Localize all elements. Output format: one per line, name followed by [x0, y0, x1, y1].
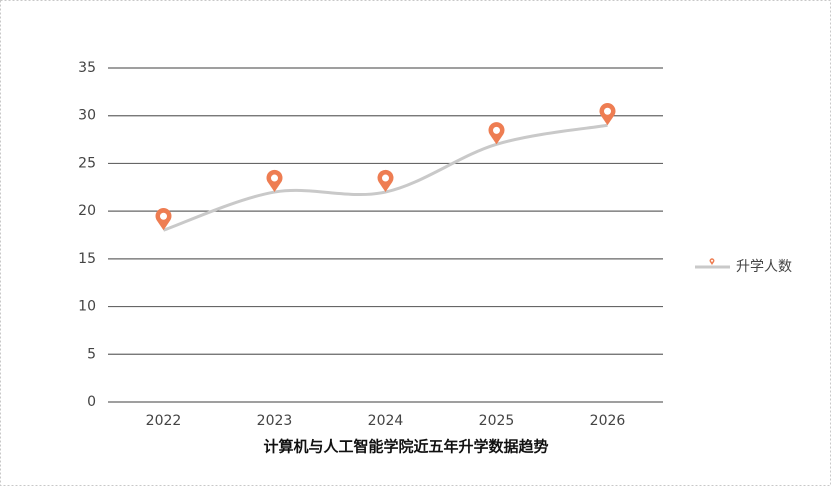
y-tick-label: 30	[78, 108, 96, 124]
pin-hole	[160, 212, 167, 220]
point-marker	[377, 169, 394, 193]
chart-title: 计算机与人工智能学院近五年升学数据趋势	[263, 438, 548, 456]
point-marker	[599, 103, 616, 126]
x-tick-label: 2026	[590, 413, 626, 429]
y-tick-label: 0	[87, 394, 96, 410]
legend-label: 升学人数	[736, 259, 792, 275]
x-tick-label: 2025	[479, 413, 515, 429]
y-tick-label: 15	[78, 251, 96, 267]
y-tick-label: 5	[87, 346, 96, 362]
point-marker	[488, 122, 505, 145]
y-tick-label: 20	[78, 203, 96, 219]
point-marker	[266, 169, 283, 193]
series-line	[163, 123, 608, 232]
pin-hole	[493, 126, 500, 134]
y-tick-label: 10	[78, 299, 96, 315]
pin-hole	[604, 107, 611, 115]
x-tick-label: 2022	[146, 413, 182, 429]
pin-hole	[710, 259, 714, 262]
pin-hole	[271, 174, 278, 182]
pin-hole	[382, 174, 389, 182]
x-tick-label: 2024	[368, 413, 404, 429]
y-tick-label: 35	[78, 60, 96, 76]
legend-marker	[709, 258, 715, 265]
point-marker	[155, 208, 172, 231]
x-tick-label: 2023	[257, 413, 293, 429]
y-tick-label: 25	[78, 155, 96, 171]
